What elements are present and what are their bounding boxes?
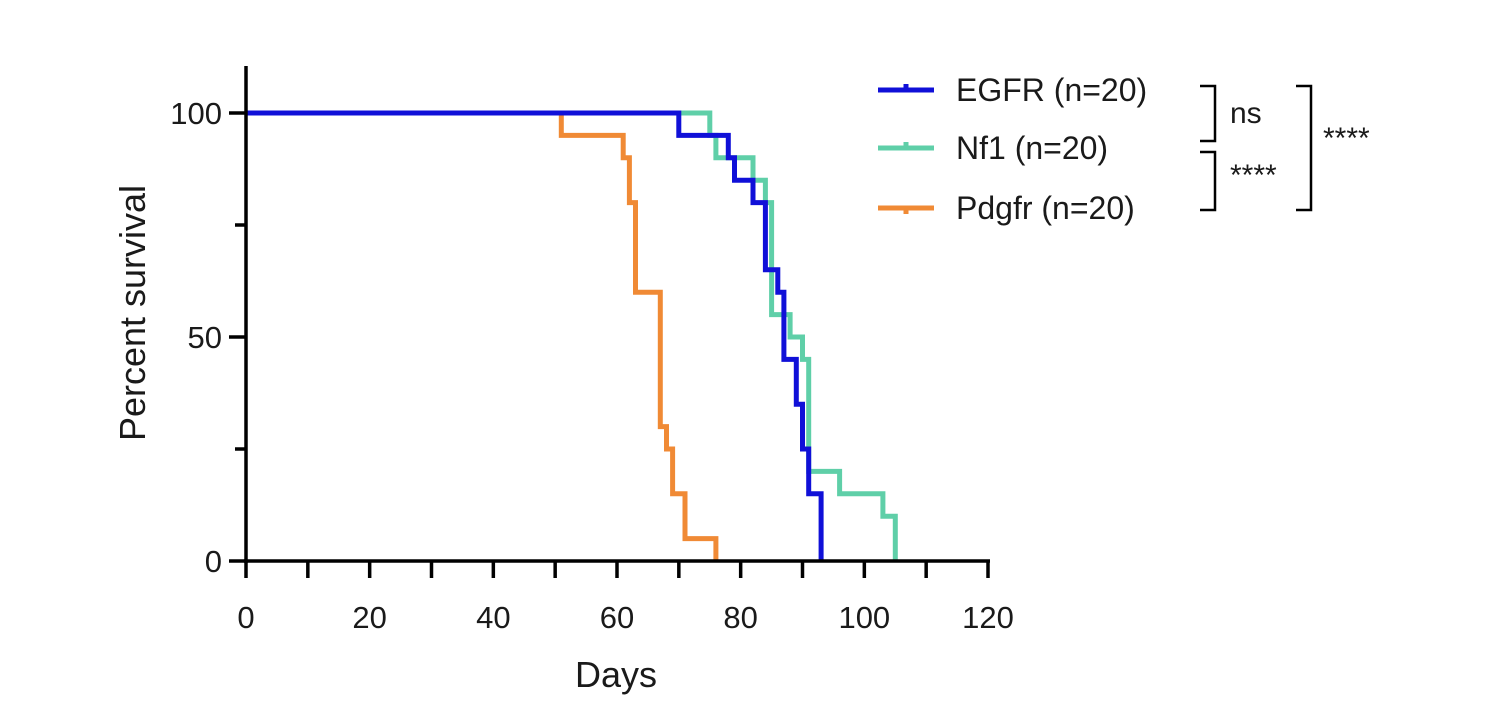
series-layer <box>246 110 898 561</box>
x-tick-label: 60 <box>600 600 634 635</box>
bracket-inner-stars <box>1200 150 1217 212</box>
significance-label-0: ns <box>1230 97 1262 130</box>
legend-layer: EGFR (n=20) Nf1 (n=20) Pdgfr (n=20) <box>878 72 1147 226</box>
significance-layer: ns **** **** <box>1200 84 1370 212</box>
series-line-2 <box>246 110 719 561</box>
bracket-ns <box>1200 84 1217 143</box>
y-tick-label: 50 <box>188 320 222 355</box>
y-tick-label: 0 <box>205 544 222 579</box>
x-tick-label: 120 <box>962 600 1014 635</box>
significance-label-1: **** <box>1230 159 1277 192</box>
x-tick-label: 40 <box>476 600 510 635</box>
y-axis-title: Percent survival <box>112 185 153 441</box>
bracket-outer-stars <box>1296 84 1313 212</box>
x-tick-label: 0 <box>237 600 254 635</box>
x-tick-label: 20 <box>352 600 386 635</box>
significance-label-2: **** <box>1323 122 1370 155</box>
x-tick-label: 80 <box>723 600 757 635</box>
x-axis-title: Days <box>575 654 657 695</box>
series-line-0 <box>246 110 824 561</box>
x-tick-label: 100 <box>838 600 890 635</box>
axes-layer: 0 20 40 60 80 100 120 0 50 100 <box>170 66 1014 635</box>
legend-label-1: Nf1 (n=20) <box>956 130 1108 166</box>
legend-label-2: Pdgfr (n=20) <box>956 190 1135 226</box>
series-line-1 <box>246 110 898 561</box>
y-tick-label: 100 <box>170 96 222 131</box>
legend-label-0: EGFR (n=20) <box>956 72 1147 108</box>
